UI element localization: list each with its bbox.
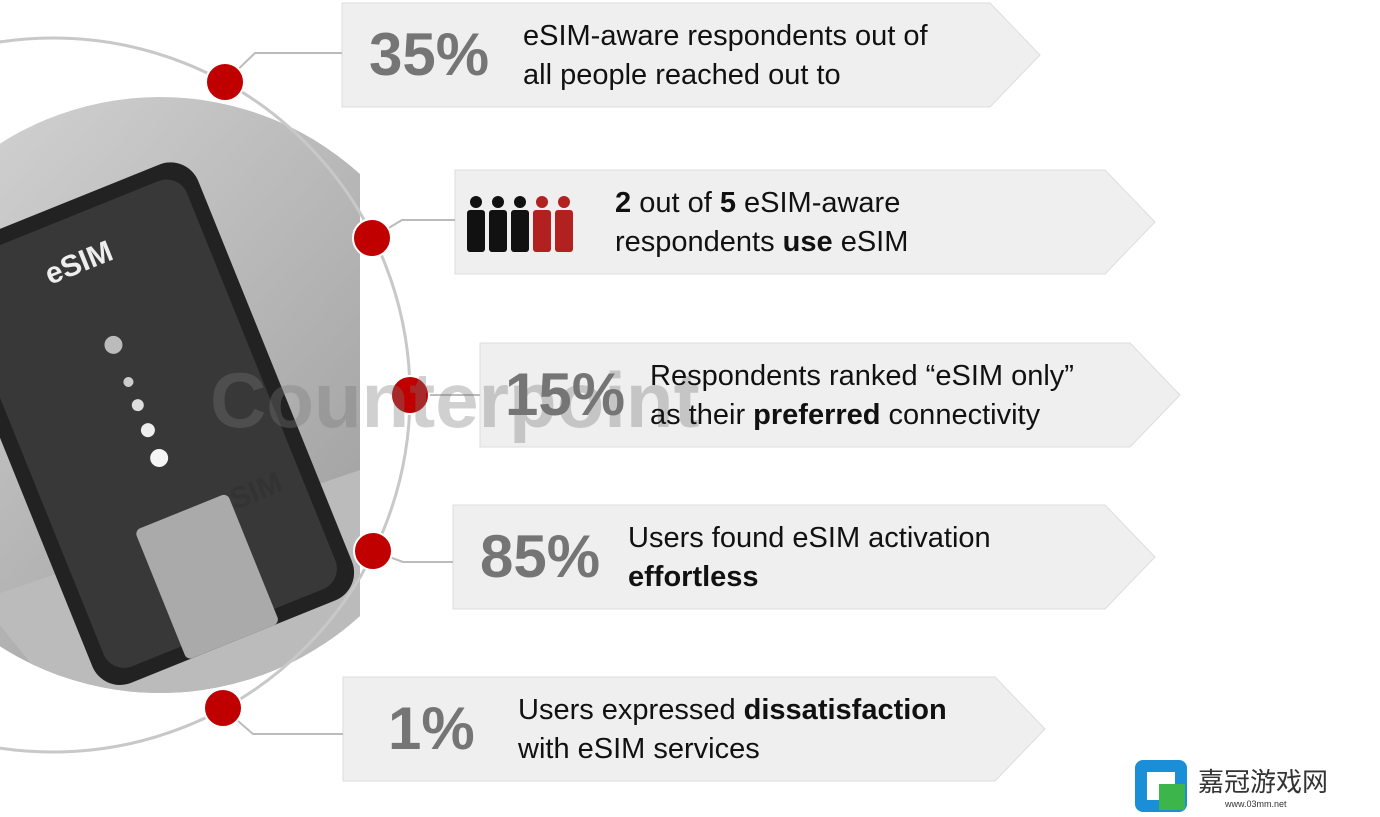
person-head: [514, 196, 526, 208]
stat-text: Users expressed dissatisfaction with eSIM…: [518, 691, 947, 769]
dot: [205, 62, 245, 102]
person-head: [536, 196, 548, 208]
text: connectivity: [880, 399, 1041, 431]
stat-text: eSIM-aware respondents out of all people …: [523, 17, 928, 95]
text: Users expressed: [518, 694, 744, 726]
text: out of: [631, 187, 720, 219]
watermark: Counterpoint: [210, 356, 700, 444]
bold-text: 2: [615, 187, 632, 219]
bold-text: dissatisfaction: [743, 694, 947, 726]
stat-text: 2 out of 5 eSIM-aware respondents use eSI…: [615, 184, 908, 262]
photo: eSIM SIM: [0, 97, 360, 693]
stat-box: [342, 676, 1046, 782]
bold-text: use: [782, 226, 833, 258]
stat-text: Users found eSIM activation effortless: [628, 519, 991, 597]
stat-box: [454, 169, 1156, 275]
dot: [352, 218, 392, 258]
text: respondents: [615, 226, 783, 258]
logo-icon: [1135, 760, 1187, 812]
bold-text: preferred: [753, 399, 881, 431]
person-body: [489, 210, 507, 252]
text: eSIM-aware: [735, 187, 901, 219]
people-icon: [467, 196, 573, 252]
bold-text: 5: [719, 187, 736, 219]
text: Respondents ranked “eSIM only”: [650, 360, 1074, 392]
stat-box: [341, 2, 1041, 108]
stat-value: 15%: [505, 361, 626, 428]
dot: [390, 375, 430, 415]
stat-box: [479, 342, 1181, 448]
person-head: [558, 196, 570, 208]
stat-text: Respondents ranked “eSIM only” as their p…: [650, 357, 1074, 435]
bold-text: effortless: [628, 561, 759, 593]
logo-url: www.03mm.net: [1225, 799, 1287, 809]
text: eSIM: [832, 226, 909, 258]
stat-value: 1%: [388, 695, 475, 762]
text: with eSIM services: [518, 733, 760, 765]
text: as their: [650, 399, 754, 431]
text: Users found eSIM activation: [628, 522, 991, 554]
text: eSIM-aware respondents out of: [523, 20, 928, 52]
person-head: [470, 196, 482, 208]
text: all people reached out to: [523, 59, 841, 91]
person-head: [492, 196, 504, 208]
person-body: [533, 210, 551, 252]
logo-name: 嘉冠游戏网: [1198, 767, 1329, 797]
person-body: [555, 210, 573, 252]
dot: [203, 688, 243, 728]
person-body: [467, 210, 485, 252]
stat-box: [452, 504, 1156, 610]
stat-value: 35%: [369, 21, 490, 88]
person-body: [511, 210, 529, 252]
stat-value: 85%: [480, 523, 601, 590]
dot: [353, 531, 393, 571]
